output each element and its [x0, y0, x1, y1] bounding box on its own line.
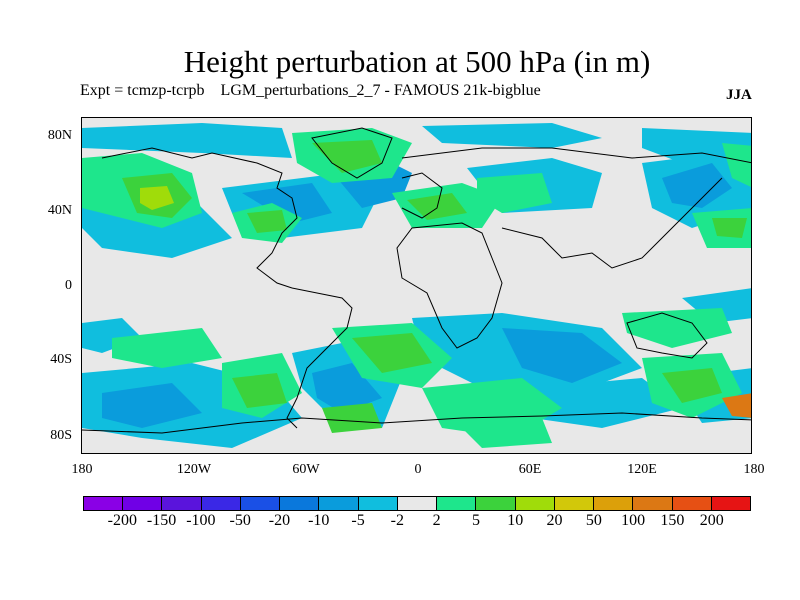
lat-label: 0	[22, 278, 72, 294]
lat-label: 80S	[22, 428, 72, 444]
contour-fills	[82, 123, 752, 448]
plot-title: Height perturbation at 500 hPa (in m)	[0, 44, 800, 80]
colorbar-segment	[398, 497, 437, 510]
lat-label: 40S	[22, 352, 72, 368]
contour-blob	[712, 218, 747, 238]
lat-label: 80N	[22, 128, 72, 144]
colorbar-segment	[241, 497, 280, 510]
colorbar-segment	[84, 497, 123, 510]
contour-blob	[622, 308, 732, 348]
colorbar-segment	[516, 497, 555, 510]
colorbar-segment	[437, 497, 476, 510]
lon-label: 120W	[164, 462, 224, 478]
lon-label: 120E	[612, 462, 672, 478]
colorbar-segment	[673, 497, 712, 510]
colorbar-segment	[476, 497, 515, 510]
colorbar-segment	[280, 497, 319, 510]
colorbar-segment	[123, 497, 162, 510]
colorbar-segment	[319, 497, 358, 510]
lon-label: 60W	[276, 462, 336, 478]
colorbar	[83, 496, 751, 511]
map-panel	[81, 117, 752, 454]
contour-map	[82, 118, 752, 454]
season-label: JJA	[726, 87, 752, 104]
contour-blob	[422, 123, 602, 148]
lon-label: 180	[52, 462, 112, 478]
contour-blob	[82, 123, 292, 158]
lon-label: 60E	[500, 462, 560, 478]
colorbar-segment	[162, 497, 201, 510]
colorbar-segment	[633, 497, 672, 510]
colorbar-segment	[594, 497, 633, 510]
lon-label: 0	[388, 462, 448, 478]
experiment-subtitle: Expt = tcmzp-tcrpb LGM_perturbations_2_7…	[80, 82, 541, 100]
contour-blob	[322, 403, 382, 433]
lon-label: 180	[724, 462, 784, 478]
colorbar-label: 200	[687, 512, 737, 530]
lat-label: 40N	[22, 203, 72, 219]
colorbar-segment	[359, 497, 398, 510]
colorbar-segment	[555, 497, 594, 510]
colorbar-segment	[712, 497, 750, 510]
colorbar-segment	[202, 497, 241, 510]
